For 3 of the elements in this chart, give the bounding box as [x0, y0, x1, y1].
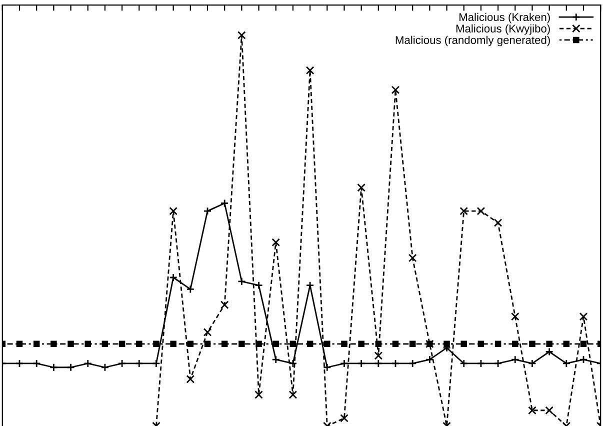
legend-label: Malicious (randomly generated) [396, 36, 550, 46]
legend-label: Malicious (Kwyjibo) [456, 24, 550, 35]
legend-label: Malicious (Kraken) [460, 12, 550, 24]
